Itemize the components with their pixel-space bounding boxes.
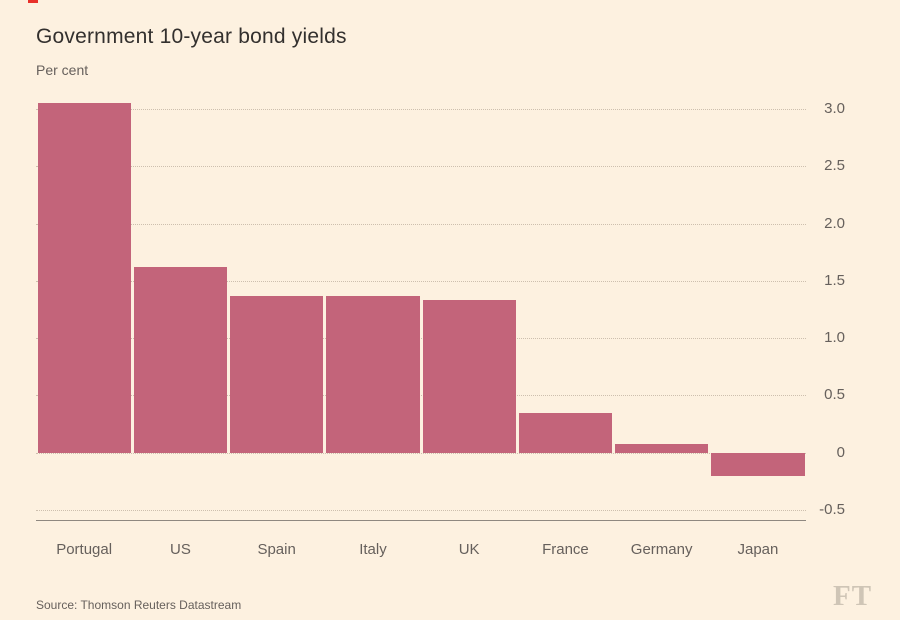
gridline-y-0.5 [36, 395, 806, 397]
gridline-y-1.0 [36, 338, 806, 340]
chart-subtitle: Per cent [36, 62, 89, 78]
xtick-label-italy: Italy [359, 541, 387, 558]
gridline-y-1.5 [36, 280, 806, 282]
ytick-label: 0.5 [824, 386, 845, 404]
ytick-label: 1.0 [824, 329, 845, 347]
xtick-label-france: France [542, 541, 589, 558]
bar-germany [615, 443, 709, 453]
ytick-label: 2.5 [824, 157, 845, 175]
bar-spain [230, 295, 324, 453]
bar-france [518, 412, 613, 453]
bar-us [133, 267, 228, 453]
xtick-label-uk: UK [458, 541, 480, 558]
bar-italy [326, 295, 420, 453]
xtick-label-us: US [170, 541, 191, 558]
ft-logo: FT [833, 580, 873, 612]
gridline-y-2.5 [36, 166, 806, 168]
source-note: Source: Thomson Reuters Datastream [36, 598, 242, 612]
gridline-y-3.0 [36, 109, 806, 110]
bar-japan [711, 452, 805, 476]
ytick-label: 0 [836, 443, 845, 461]
bar-uk [422, 300, 516, 453]
red-accent-mark [28, 0, 38, 3]
gridline-y-2.0 [36, 223, 806, 225]
xtick-label-portugal: Portugal [56, 541, 113, 558]
gridline-y--0.5 [36, 510, 806, 511]
bar-portugal [37, 103, 131, 453]
ytick-label: -0.5 [819, 501, 845, 518]
xtick-label-germany: Germany [630, 541, 693, 558]
chart-title: Government 10-year bond yields [36, 25, 347, 48]
ytick-label: 3.0 [824, 100, 845, 117]
ytick-label: 1.5 [824, 271, 845, 289]
ytick-label: 2.0 [824, 214, 845, 232]
x-axis-line [36, 520, 806, 521]
xtick-label-spain: Spain [257, 541, 296, 558]
gridline-y-0 [36, 452, 806, 454]
xtick-label-japan: Japan [737, 541, 779, 558]
